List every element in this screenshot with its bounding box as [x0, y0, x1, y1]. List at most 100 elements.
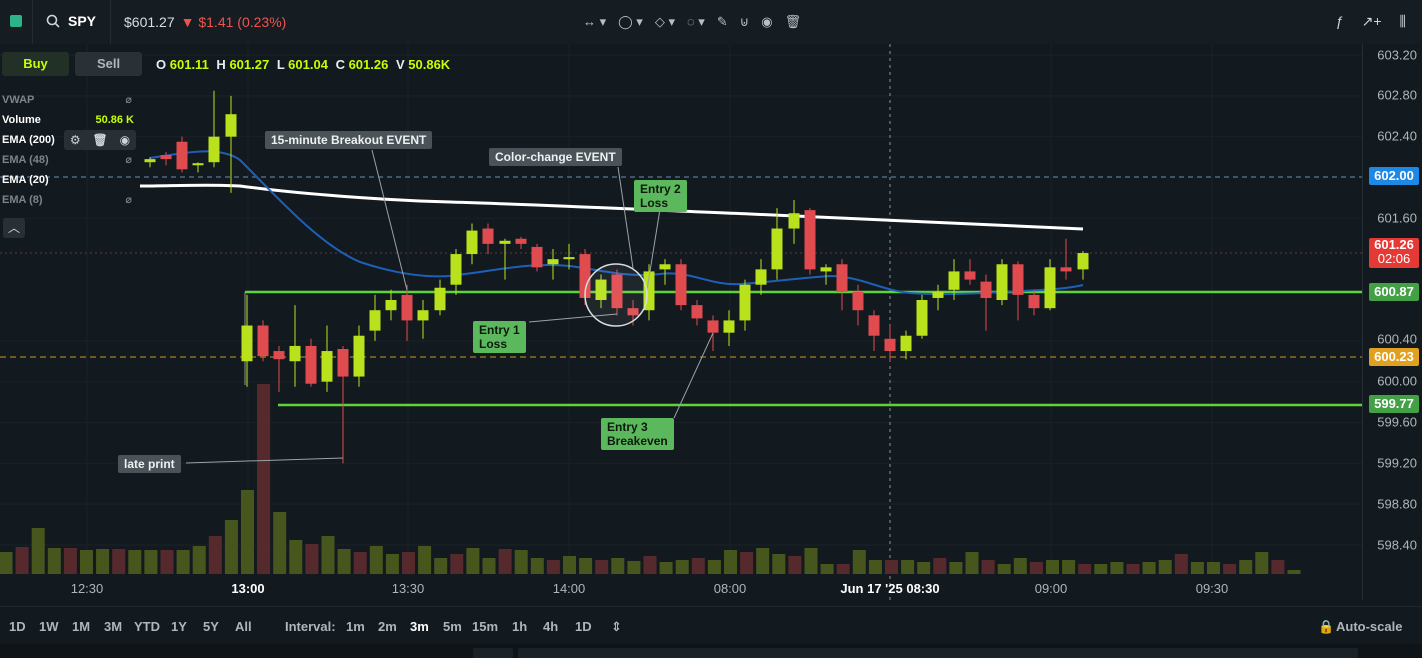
pencil-icon[interactable]: ✎ — [716, 14, 728, 29]
volume-bar — [965, 552, 979, 574]
chart-canvas[interactable] — [0, 44, 1362, 600]
range-5y[interactable]: 5Y — [203, 619, 219, 634]
gear-icon[interactable]: ⚙ — [69, 133, 81, 147]
price-tick: 602.40 — [1377, 128, 1417, 144]
candle-body — [1077, 253, 1089, 270]
interval-5m[interactable]: 5m — [443, 619, 462, 634]
volume-bar — [289, 540, 303, 574]
shape-tool-icon[interactable]: ◇ ▾ — [654, 14, 675, 29]
price-tag-60023: 600.23 — [1369, 348, 1419, 366]
interval-2m[interactable]: 2m — [378, 619, 397, 634]
trash-icon[interactable]: 🗑 — [92, 133, 108, 147]
candle-body — [1044, 267, 1056, 309]
volume-bar — [80, 550, 93, 574]
volume-bar — [724, 550, 737, 574]
legend-vwap[interactable]: VWAP ⌀ — [2, 90, 140, 110]
interval-4h[interactable]: 4h — [543, 619, 559, 634]
range-1w[interactable]: 1W — [39, 619, 59, 634]
annotation-color-change[interactable]: Color-change EVENT — [489, 148, 622, 166]
trash-icon[interactable]: 🗑 — [784, 14, 802, 29]
volume-bar — [804, 548, 818, 574]
lock-icon[interactable]: 🔒 — [1318, 619, 1335, 634]
volume-bar — [434, 558, 448, 574]
interval-1h[interactable]: 1h — [512, 619, 528, 634]
volume-bar — [63, 548, 77, 574]
candle-body — [900, 335, 912, 352]
volume-bar — [112, 549, 126, 574]
volume-bar — [257, 384, 271, 574]
range-all[interactable]: All — [235, 619, 252, 634]
legend-ema48[interactable]: EMA (48) ⌀ — [2, 150, 140, 170]
price-change: ▼ $1.41 (0.23%) — [180, 14, 287, 30]
candle-body — [836, 264, 848, 292]
volume-bar — [579, 558, 593, 574]
range-3m[interactable]: 3M — [104, 619, 123, 634]
eye-off-icon[interactable]: ⌀ — [125, 94, 132, 106]
candle-body — [241, 325, 253, 362]
annotation-breakout[interactable]: 15-minute Breakout EVENT — [265, 131, 433, 149]
candle-body — [192, 163, 204, 166]
candlesticks — [144, 90, 1089, 464]
volume-bar — [160, 550, 174, 574]
time-label: 08:00 — [713, 581, 747, 596]
line-tool-icon[interactable]: ↔ ▾ — [583, 14, 607, 29]
entry1-connector — [528, 313, 618, 323]
sell-button[interactable]: Sell — [75, 52, 142, 76]
annotation-late-print[interactable]: late print — [118, 455, 181, 473]
candle-body — [369, 310, 381, 331]
candle-body — [1028, 294, 1040, 309]
price-tick: 601.60 — [1377, 210, 1417, 226]
legend-volume[interactable]: Volume 50.86 K — [2, 110, 140, 130]
eye-icon[interactable]: ◉ — [761, 14, 773, 29]
ellipse-tool-icon[interactable]: ◯ ▾ — [618, 14, 643, 29]
divider — [110, 0, 111, 44]
magnet-icon[interactable]: ⊍ — [739, 14, 750, 29]
ohlc-readout: O 601.11 H 601.27 L 601.04 C 601.26 V 50… — [156, 57, 451, 72]
symbol-search[interactable]: SPY — [46, 13, 96, 29]
interval-1d[interactable]: 1D — [575, 619, 592, 634]
legend-ema20[interactable]: EMA (20) — [2, 174, 49, 186]
candle-body — [627, 308, 639, 316]
annotation-entry2[interactable]: Entry 2 Loss — [634, 180, 687, 212]
eye-icon[interactable]: ◉ — [119, 133, 131, 147]
interval-1m[interactable]: 1m — [346, 619, 365, 634]
annotation-entry3[interactable]: Entry 3 Breakeven — [601, 418, 674, 450]
indicators-icon[interactable]: ƒ — [1335, 13, 1344, 29]
candle-body — [1012, 264, 1024, 295]
eye-off-icon[interactable]: ⌀ — [125, 154, 132, 166]
price-chart[interactable] — [0, 44, 1362, 600]
interval-3m[interactable]: 3m — [410, 619, 429, 634]
chart-type-icon[interactable]: ⫼ — [1399, 13, 1406, 29]
candle-body — [675, 264, 687, 306]
legend-ema200[interactable]: EMA (200) ⚙ 🗑 ◉ — [2, 130, 140, 150]
volume-bar — [1142, 562, 1156, 574]
interval-15m[interactable]: 15m — [472, 619, 499, 634]
price-axis[interactable]: 603.20 602.80 602.40 602.00 601.60 601.2… — [1362, 44, 1422, 600]
crosshair-time-label: Jun 17 '25 08:30 — [840, 581, 940, 596]
buy-button[interactable]: Buy — [2, 52, 69, 76]
range-1y[interactable]: 1Y — [171, 619, 187, 634]
volume-bar — [1255, 552, 1269, 574]
app-logo-icon[interactable] — [10, 15, 22, 27]
volume-bar — [1207, 562, 1220, 574]
annotation-entry1[interactable]: Entry 1 Loss — [473, 321, 526, 353]
callout-tool-icon[interactable]: ◌ ▾ — [686, 14, 705, 29]
range-ytd[interactable]: YTD — [134, 619, 160, 634]
legend-ema8[interactable]: EMA (8) ⌀ — [2, 190, 140, 210]
volume-value: 50.86 K — [95, 114, 134, 126]
compare-icon[interactable]: ↗+ — [1361, 13, 1382, 29]
eye-off-icon[interactable]: ⌀ — [125, 194, 132, 206]
collapse-legend-button[interactable]: ︿ — [3, 218, 25, 238]
candle-body — [691, 305, 703, 319]
range-1m[interactable]: 1M — [72, 619, 91, 634]
volume-bar — [1271, 560, 1285, 574]
autoscale-button[interactable]: Auto-scale — [1336, 619, 1403, 634]
candle-body — [289, 345, 301, 362]
candle-body — [964, 271, 976, 280]
search-icon — [46, 14, 60, 28]
range-1d[interactable]: 1D — [9, 619, 26, 634]
volume-bar — [1239, 560, 1253, 574]
candle-body — [547, 259, 559, 265]
interval-stepper-icon[interactable]: ⇕ — [611, 619, 622, 634]
drawing-tools: ↔ ▾ ◯ ▾ ◇ ▾ ◌ ▾ ✎ ⊍ ◉ 🗑 — [583, 14, 801, 30]
